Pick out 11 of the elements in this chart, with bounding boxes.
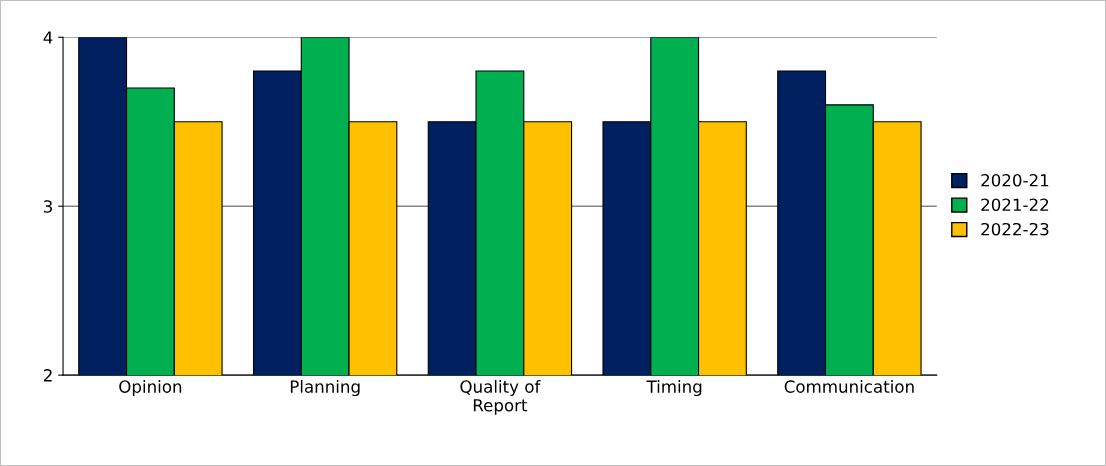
x-tick-label: Opinion: [119, 379, 182, 397]
y-tick-label: 3: [43, 200, 52, 213]
x-tick-label: Timing: [646, 379, 702, 397]
legend-label: 2020-21: [981, 173, 1049, 187]
legend-label: 2021-22: [981, 198, 1049, 212]
x-tick-label: Quality of Report: [460, 379, 541, 415]
x-tick-label: Communication: [784, 379, 914, 393]
y-tick-label: 4: [43, 31, 53, 44]
legend-label: 2022-23: [981, 222, 1049, 236]
x-tick-label: Planning: [290, 379, 360, 397]
y-tick-label: 2: [43, 369, 52, 382]
